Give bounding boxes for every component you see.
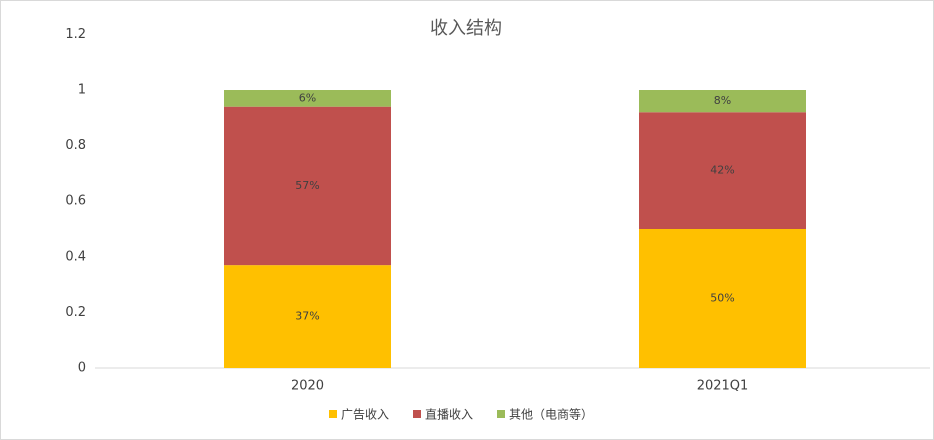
- value-label: 6%: [299, 91, 316, 104]
- y-tick-label: 1: [78, 83, 86, 98]
- y-tick-label: 1.2: [65, 27, 86, 42]
- chart-title: 收入结构: [430, 18, 502, 39]
- value-label: 37%: [295, 310, 319, 323]
- bar-segment: [224, 106, 391, 266]
- y-tick-label: 0.6: [65, 194, 86, 209]
- y-tick-label: 0: [78, 361, 86, 376]
- value-label: 42%: [710, 164, 734, 177]
- x-tick-label: 2021Q1: [697, 379, 749, 394]
- x-tick-label: 2020: [291, 379, 324, 394]
- legend-label: 其他（电商等）: [509, 407, 593, 422]
- bar-segment: [224, 90, 391, 107]
- value-label: 57%: [295, 179, 319, 192]
- bar-segment: [224, 265, 391, 368]
- bar-segment: [639, 229, 806, 368]
- y-tick-label: 0.2: [65, 305, 86, 320]
- value-label: 8%: [714, 94, 731, 107]
- legend-swatch: [497, 410, 505, 418]
- y-tick-label: 0.8: [65, 138, 86, 153]
- value-label: 50%: [710, 292, 734, 305]
- legend-label: 直播收入: [425, 408, 473, 422]
- legend-swatch: [413, 410, 421, 418]
- legend-swatch: [329, 410, 337, 418]
- bar-segment: [639, 90, 806, 113]
- legend-label: 广告收入: [341, 408, 389, 422]
- y-tick-label: 0.4: [65, 249, 86, 264]
- bar-segment: [639, 112, 806, 229]
